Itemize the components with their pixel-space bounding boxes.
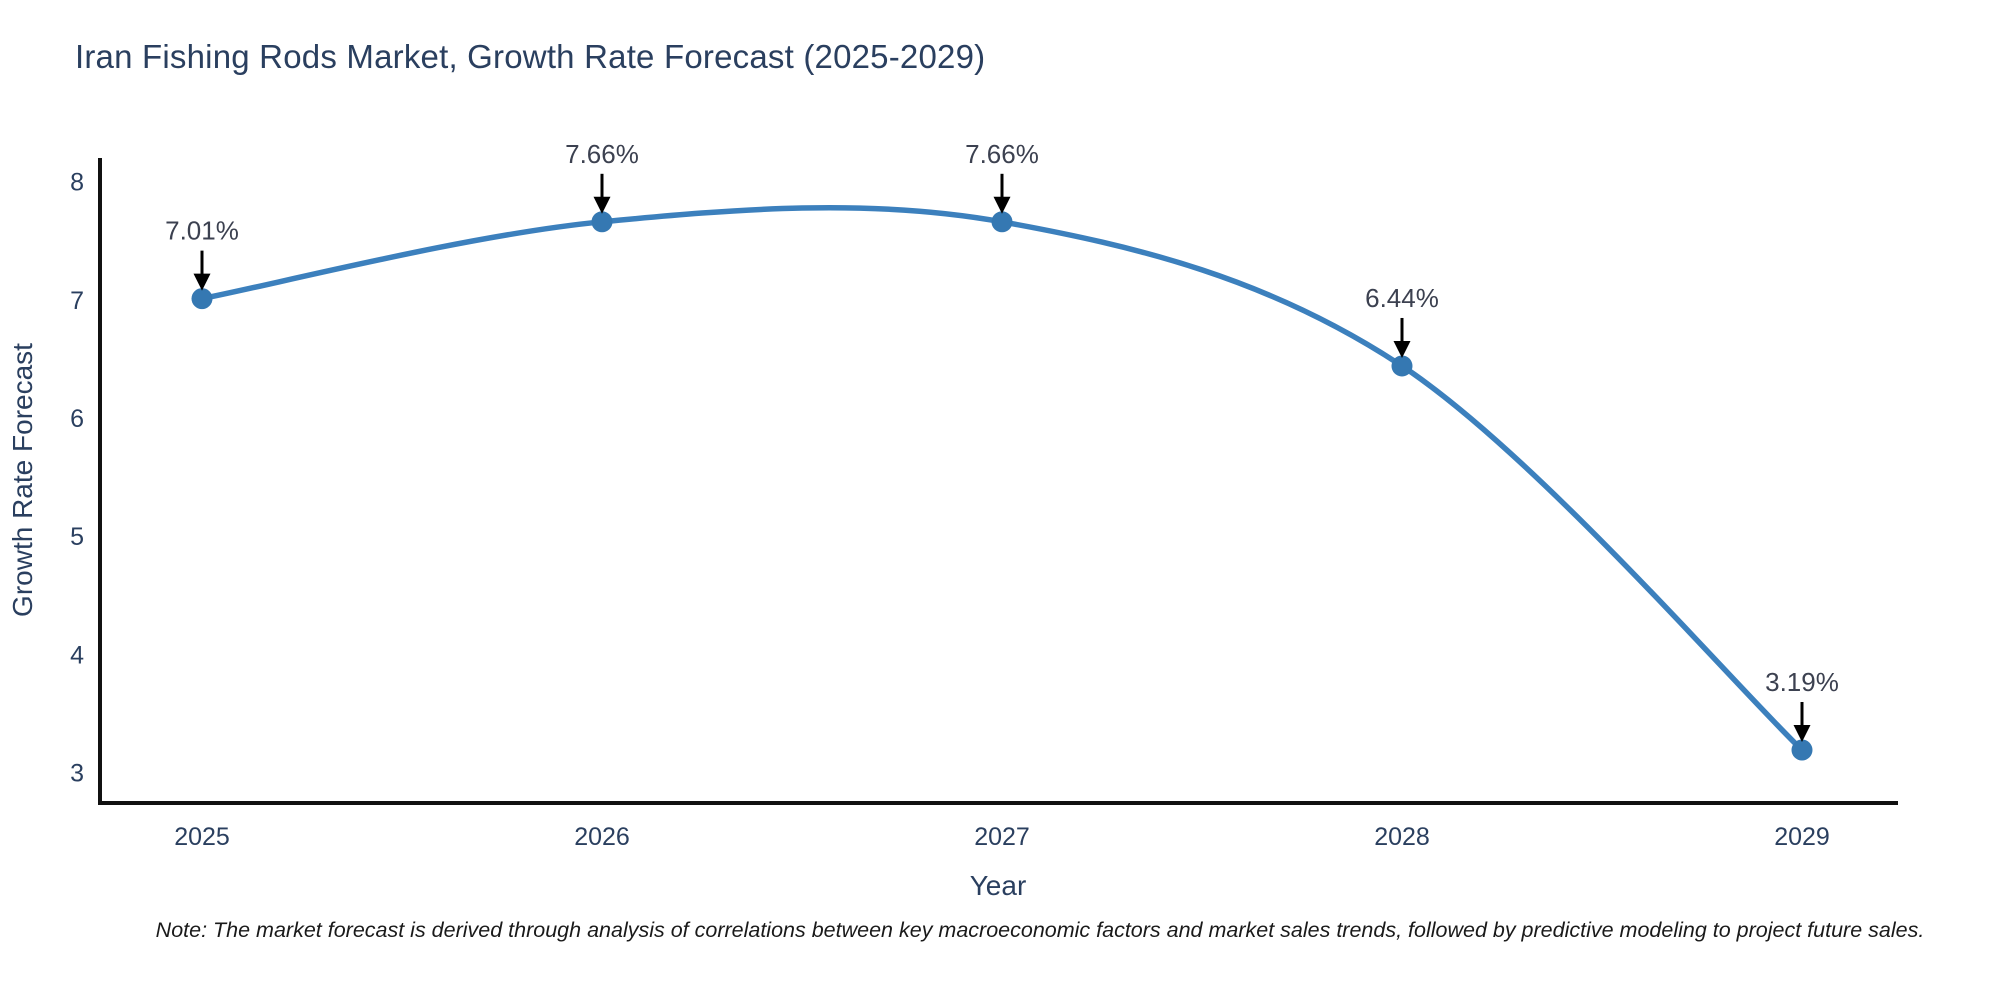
annotation-arrowhead — [1393, 340, 1411, 358]
axes-layer — [98, 158, 1898, 805]
chart-footnote: Note: The market forecast is derived thr… — [155, 918, 1925, 942]
annotation-layer: 7.01% 7.66% 7.66% 6.44% 3.19% — [165, 139, 1839, 743]
data-point-marker — [991, 211, 1013, 233]
label-layer: 3 4 5 6 7 8 2025 2026 2027 2028 2029 Year Growth Rat… — [7, 169, 1830, 901]
series-line — [199, 204, 1805, 753]
y-tick-label: 8 — [70, 169, 84, 197]
data-point-marker — [1391, 355, 1413, 377]
annotation-label: 7.66% — [565, 139, 639, 169]
x-tick-label: 2028 — [1374, 823, 1430, 851]
annotation-label: 6.44% — [1365, 283, 1439, 313]
y-tick-label: 7 — [70, 287, 84, 315]
y-tick-label: 6 — [70, 405, 84, 433]
annotation-label: 7.01% — [165, 216, 239, 246]
y-axis-title: Growth Rate Forecast — [7, 343, 38, 617]
x-axis-title: Year — [970, 870, 1027, 901]
data-point-marker — [191, 288, 213, 310]
y-tick-label: 4 — [70, 641, 84, 669]
annotation-label: 3.19% — [1765, 667, 1839, 697]
data-point-marker — [591, 211, 613, 233]
annotation-arrowhead — [593, 196, 611, 214]
x-tick-label: 2026 — [574, 823, 630, 851]
annotation-arrowhead — [1793, 725, 1811, 743]
annotation-arrowhead — [993, 196, 1011, 214]
annotation-label: 7.66% — [965, 139, 1039, 169]
x-tick-label: 2027 — [974, 823, 1030, 851]
x-tick-label: 2029 — [1774, 823, 1830, 851]
annotation-arrowhead — [193, 273, 211, 291]
x-tick-label: 2025 — [174, 823, 230, 851]
y-tick-label: 5 — [70, 523, 84, 551]
y-tick-label: 3 — [70, 759, 84, 787]
data-point-marker — [1791, 739, 1813, 761]
series-layer — [191, 204, 1813, 761]
chart-title: Iran Fishing Rods Market, Growth Rate Fo… — [75, 38, 986, 75]
